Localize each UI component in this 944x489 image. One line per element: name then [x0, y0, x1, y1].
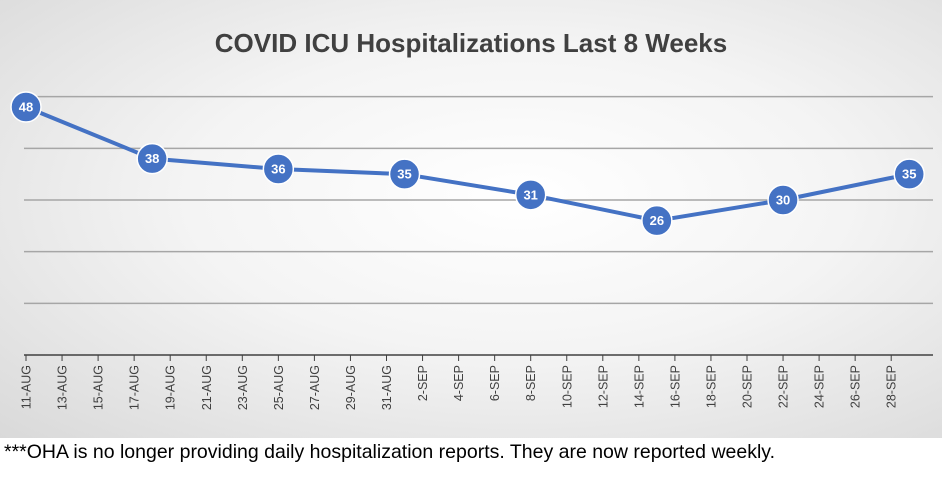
footnote: ***OHA is no longer providing daily hosp…: [4, 441, 776, 463]
x-tick-label: 2-SEP: [416, 365, 430, 401]
x-tick-label: 17-AUG: [128, 365, 142, 410]
chart-title: COVID ICU Hospitalizations Last 8 Weeks: [215, 28, 727, 58]
x-tick-label: 24-SEP: [813, 365, 827, 408]
data-label: 38: [145, 151, 159, 166]
x-tick-label: 11-AUG: [20, 365, 34, 409]
x-tick-label: 31-AUG: [380, 365, 394, 410]
data-label: 35: [397, 167, 411, 182]
x-tick-label: 13-AUG: [56, 365, 70, 410]
x-tick-label: 19-AUG: [164, 365, 178, 410]
x-tick-label: 27-AUG: [308, 365, 322, 410]
x-tick-label: 23-AUG: [236, 365, 250, 410]
x-tick-label: 28-SEP: [885, 365, 899, 408]
data-point-marker: [514, 179, 547, 211]
data-label: 26: [650, 213, 664, 228]
data-point-marker: [10, 91, 42, 123]
x-tick-label: 25-AUG: [272, 365, 286, 410]
x-tick-label: 12-SEP: [596, 365, 610, 408]
data-label: 31: [523, 187, 537, 202]
data-label: 48: [19, 100, 33, 115]
x-tick-label: 8-SEP: [524, 365, 538, 401]
data-label: 35: [902, 167, 916, 182]
data-point-marker: [767, 184, 799, 216]
data-point-marker: [893, 158, 925, 190]
x-tick-label: 26-SEP: [849, 365, 863, 408]
x-tick-label: 10-SEP: [560, 365, 574, 408]
data-point-marker: [136, 142, 168, 175]
x-tick-label: 4-SEP: [452, 365, 466, 401]
x-tick-label: 18-SEP: [704, 365, 718, 408]
series-line: [25, 105, 910, 223]
x-tick-label: 6-SEP: [488, 365, 502, 401]
x-tick-label: 29-AUG: [344, 365, 358, 410]
x-tick-label: 22-SEP: [777, 365, 791, 408]
data-point-marker: [262, 153, 295, 185]
x-tick-label: 16-SEP: [668, 365, 682, 408]
data-point-marker: [388, 158, 421, 190]
x-tick-label: 14-SEP: [632, 365, 646, 408]
x-tick-label: 21-AUG: [200, 365, 214, 410]
data-label: 36: [271, 162, 285, 177]
chart-area: COVID ICU Hospitalizations Last 8 Weeks 1…: [0, 0, 942, 438]
data-label: 30: [776, 193, 790, 208]
x-tick-label: 20-SEP: [741, 365, 755, 408]
x-tick-label: 15-AUG: [92, 365, 106, 410]
data-point-marker: [641, 204, 673, 237]
line-chart: COVID ICU Hospitalizations Last 8 Weeks 1…: [10, 28, 933, 410]
